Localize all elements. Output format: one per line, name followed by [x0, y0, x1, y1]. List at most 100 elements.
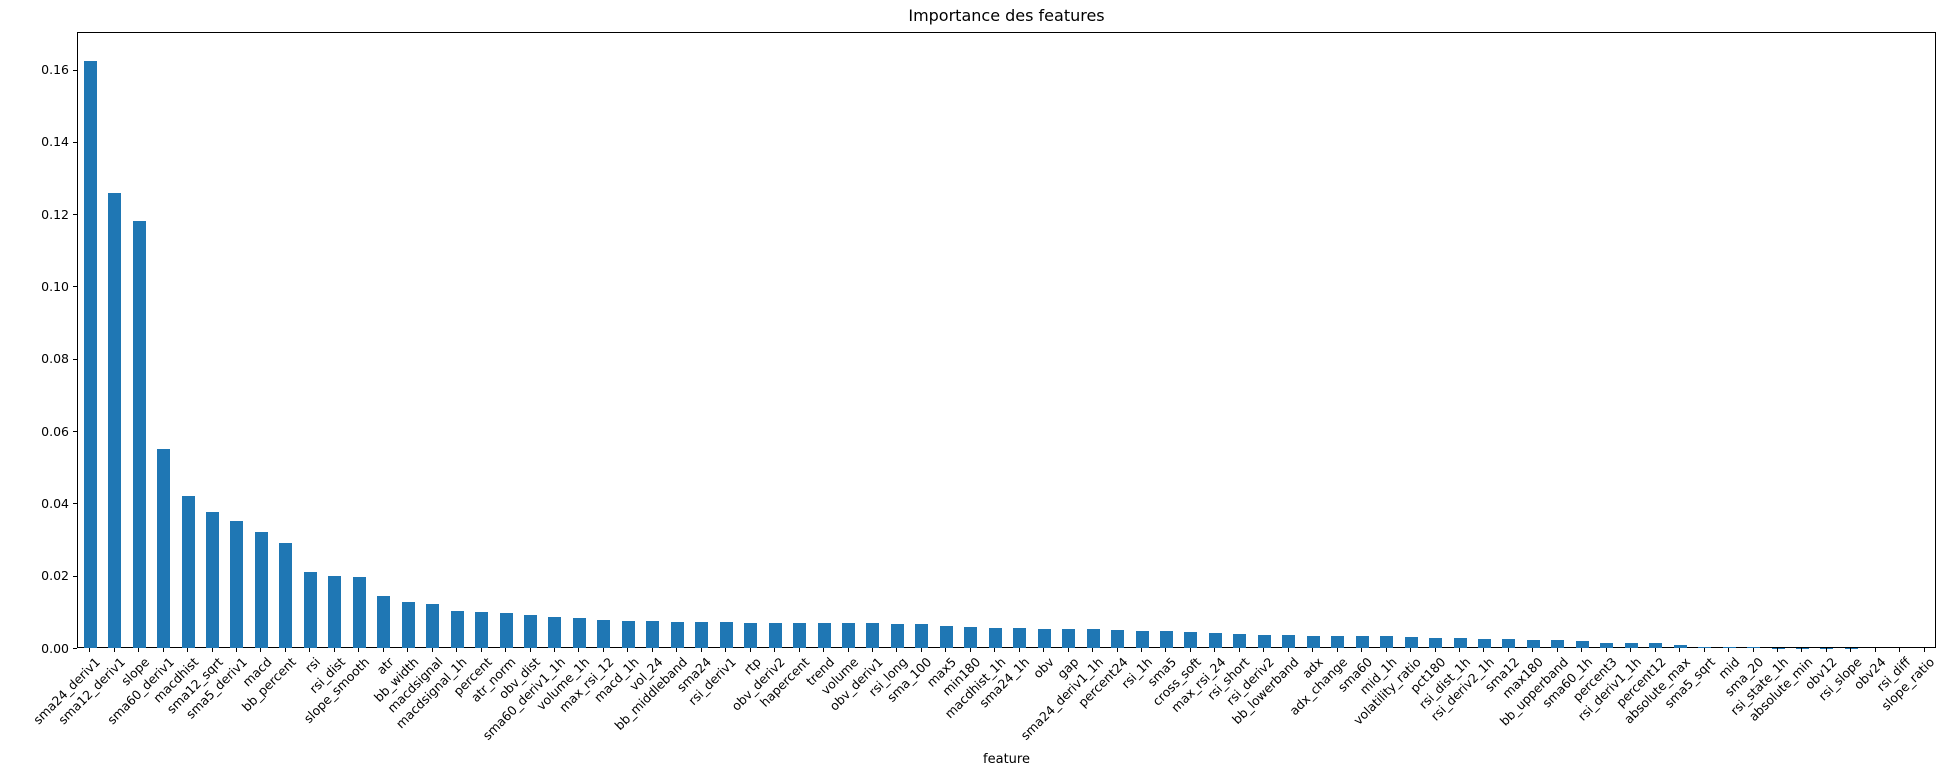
x-tick-mark — [1703, 648, 1705, 652]
x-tick-mark — [1654, 648, 1656, 652]
x-tick-mark — [1825, 648, 1827, 652]
x-tick-mark — [1018, 648, 1020, 652]
x-tick-mark — [1850, 648, 1852, 652]
x-tick-mark — [505, 648, 507, 652]
bar-slope_smooth — [352, 576, 366, 648]
x-tick-mark — [1263, 648, 1265, 652]
x-tick-mark — [1923, 648, 1925, 652]
bar-rsi_deriv2_1h — [1477, 638, 1491, 648]
x-tick-mark — [1899, 648, 1901, 652]
y-tick-label: 0.10 — [41, 278, 69, 294]
x-tick-mark — [89, 648, 91, 652]
bar-obv_deriv1 — [866, 623, 880, 648]
bar-trend — [817, 623, 831, 648]
bar-sma24 — [695, 622, 709, 648]
y-tick-label: 0.14 — [41, 134, 69, 150]
bar-rsi_1h — [1135, 630, 1149, 648]
x-tick-mark — [847, 648, 849, 652]
x-tick-mark — [431, 648, 433, 652]
x-tick-mark — [1630, 648, 1632, 652]
bar-sma60_deriv1_1h — [548, 616, 562, 648]
bar-sma5_deriv1 — [230, 521, 244, 648]
bar-sma_20 — [1747, 647, 1761, 648]
x-axis-label: feature — [983, 752, 1030, 767]
bar-adx — [1306, 635, 1320, 648]
x-tick-mark — [676, 648, 678, 652]
bar-max_rsi_24 — [1208, 632, 1222, 648]
x-tick-mark — [798, 648, 800, 652]
x-tick-mark — [480, 648, 482, 652]
bar-vol_24 — [646, 621, 660, 648]
x-tick-mark — [774, 648, 776, 652]
x-tick-mark — [1434, 648, 1436, 652]
bar-max180 — [1526, 640, 1540, 648]
bar-bb_middleband — [670, 621, 684, 648]
bar-volatility_ratio — [1404, 636, 1418, 648]
x-tick-mark — [1312, 648, 1314, 652]
x-tick-mark — [1043, 648, 1045, 652]
bar-rsi_long — [890, 623, 904, 648]
bar-obv_deriv2 — [768, 622, 782, 648]
x-tick-mark — [187, 648, 189, 652]
bar-slope — [132, 221, 146, 648]
bar-percent24 — [1111, 629, 1125, 648]
bar-adx_change — [1331, 635, 1345, 648]
x-tick-mark — [1092, 648, 1094, 652]
bar-sma12_sqrt — [206, 512, 220, 648]
x-tick-mark — [602, 648, 604, 652]
x-tick-mark — [1459, 648, 1461, 652]
bar-rsi — [303, 572, 317, 648]
bar-pct180 — [1429, 637, 1443, 648]
x-tick-mark — [1238, 648, 1240, 652]
x-tick-mark — [358, 648, 360, 652]
x-tick-mark — [823, 648, 825, 652]
x-tick-mark — [1777, 648, 1778, 652]
bar-mid — [1722, 647, 1736, 648]
y-tick-mark — [73, 141, 77, 143]
x-tick-mark — [1752, 648, 1754, 652]
bar-sma60_1h — [1575, 640, 1589, 648]
x-tick-mark — [284, 648, 286, 652]
x-tick-mark — [407, 648, 409, 652]
bar-sma12_deriv1 — [108, 192, 122, 648]
x-tick-mark — [700, 648, 702, 652]
x-tick-mark — [1874, 648, 1876, 652]
y-tick-mark — [73, 358, 77, 360]
bar-obv_dist — [524, 614, 538, 648]
bar-rsi_dist — [328, 576, 342, 648]
chart-title: Importance des features — [908, 6, 1105, 25]
y-tick-label: 0.12 — [41, 206, 69, 222]
x-tick-mark — [896, 648, 898, 652]
bar-sma24_deriv1 — [83, 60, 97, 648]
x-tick-mark — [235, 648, 237, 652]
y-tick-mark — [73, 69, 77, 71]
bar-sma_100 — [915, 624, 929, 648]
x-tick-mark — [1336, 648, 1338, 652]
bar-absolute_max — [1673, 645, 1687, 648]
x-tick-mark — [529, 648, 531, 652]
bar-gap — [1062, 629, 1076, 648]
x-tick-label-obv: obv — [1030, 654, 1058, 682]
x-tick-mark — [1801, 648, 1803, 652]
bar-percent3 — [1600, 642, 1614, 648]
bar-rtp — [744, 622, 758, 648]
y-tick-mark — [73, 648, 77, 649]
bar-sma24_1h — [1013, 628, 1027, 648]
y-tick-label: 0.08 — [41, 351, 69, 367]
x-tick-mark — [1361, 648, 1363, 652]
plot-area — [77, 32, 1936, 648]
bar-rsi_deriv1_1h — [1624, 642, 1638, 648]
x-tick-mark — [162, 648, 164, 652]
x-tick-mark — [1287, 648, 1289, 652]
x-tick-mark — [1507, 648, 1509, 652]
x-tick-mark — [578, 648, 580, 652]
x-tick-mark — [260, 648, 262, 652]
x-tick-mark — [920, 648, 922, 652]
bar-sma60_deriv1 — [157, 449, 171, 648]
y-tick-mark — [73, 431, 77, 433]
x-tick-mark — [627, 648, 629, 652]
x-tick-mark — [138, 648, 140, 652]
x-tick-mark — [725, 648, 727, 652]
bar-sma5_sqrt — [1698, 646, 1712, 648]
bar-sma5 — [1159, 631, 1173, 648]
